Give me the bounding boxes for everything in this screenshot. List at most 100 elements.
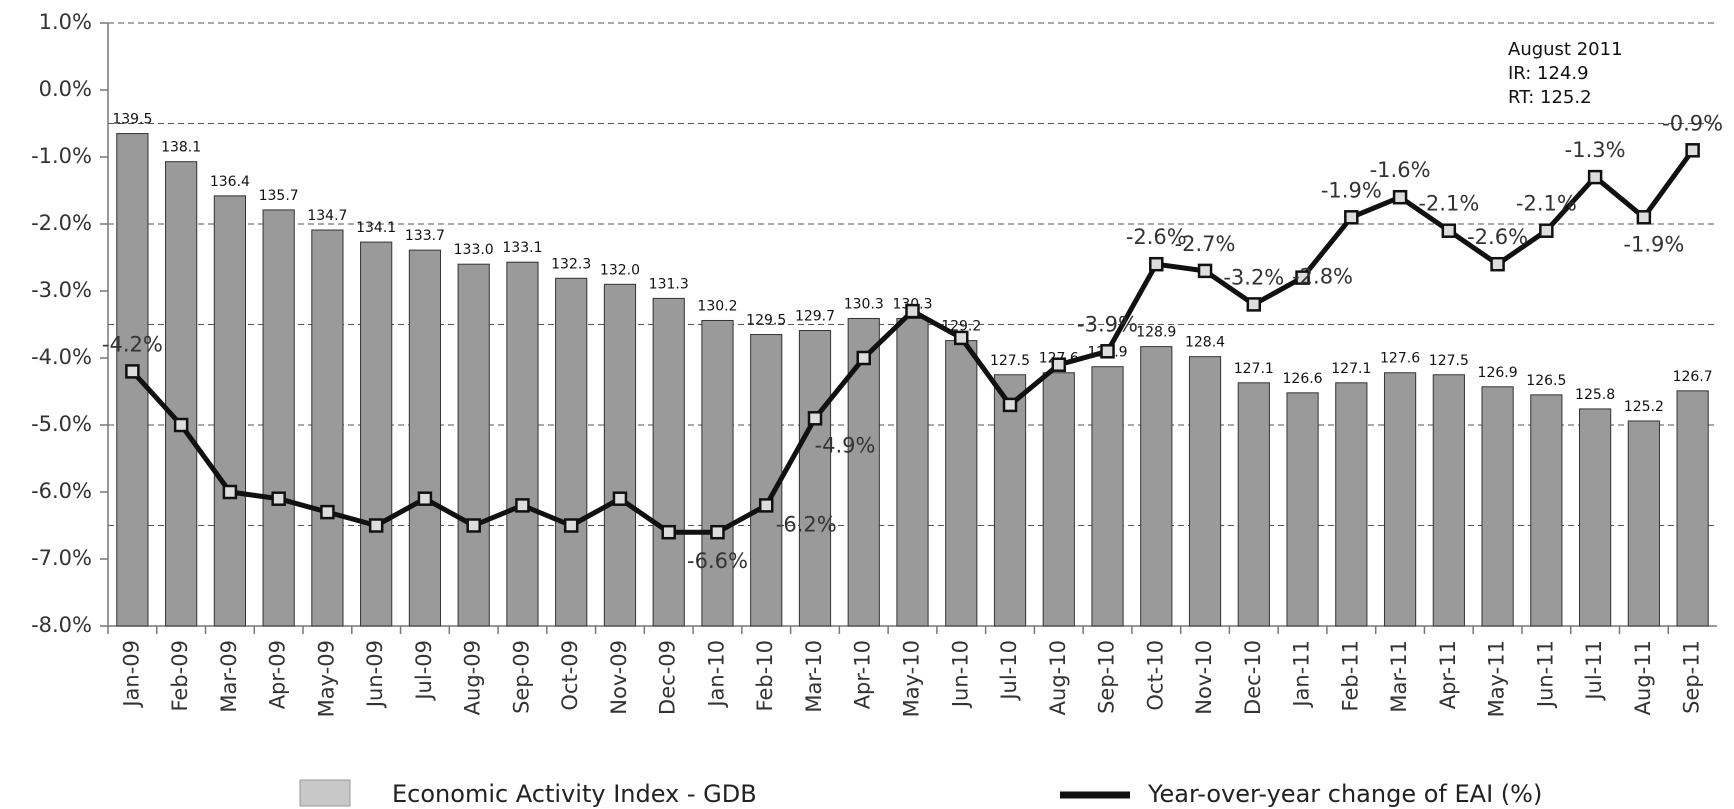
line-marker (125, 364, 140, 379)
bar-value-label: 127.1 (1234, 361, 1274, 377)
y-tick-label: -1.0% (31, 144, 92, 168)
line-value-label: -1.9% (1623, 232, 1684, 256)
line-marker (1441, 223, 1457, 238)
x-tick-label: Jun-11 (1533, 640, 1557, 709)
bar-value-label: 138.1 (161, 140, 201, 156)
y-tick-label: -4.0% (31, 345, 92, 369)
line-marker (758, 498, 774, 513)
x-tick-label: Feb-10 (753, 640, 777, 711)
line-value-label: -1.9% (1321, 178, 1382, 202)
y-tick-label: 0.0% (39, 77, 92, 101)
bar-value-label: 127.1 (1331, 361, 1371, 377)
legend-swatch (299, 779, 351, 807)
bar (1140, 346, 1173, 627)
bar-value-label: 130.2 (697, 298, 737, 314)
x-tick-label: Feb-11 (1338, 640, 1362, 711)
x-tick-label: Oct-10 (1143, 640, 1167, 711)
bar-value-label: 127.6 (1380, 351, 1420, 367)
bar (457, 263, 490, 627)
line-marker (173, 417, 189, 433)
line-value-label: -3.9% (1077, 312, 1138, 336)
bar-value-label: 126.9 (1478, 365, 1518, 381)
bar-value-label: 132.3 (551, 256, 591, 272)
line-marker (710, 524, 725, 540)
legend-label: Year-over-year change of EAI (%) (1147, 780, 1542, 808)
line-marker (1587, 169, 1603, 185)
bar-value-label: 128.9 (1136, 325, 1176, 341)
bar-value-label: 125.2 (1624, 399, 1664, 415)
bar-value-label: 129.7 (795, 309, 835, 325)
x-tick-label: Jun-10 (948, 640, 972, 709)
bar-value-label: 139.5 (112, 112, 152, 128)
x-tick-label: Sep-10 (1095, 640, 1119, 714)
line-marker (368, 518, 384, 533)
x-tick-label: Aug-09 (461, 640, 485, 715)
x-tick-label: Aug-10 (1046, 640, 1070, 715)
line-marker (954, 330, 969, 346)
x-tick-label: Sep-09 (509, 640, 533, 714)
bar (896, 317, 929, 627)
x-tick-label: Apr-11 (1436, 640, 1460, 709)
line-value-label: -6.2% (776, 512, 837, 536)
y-tick-label: -3.0% (31, 278, 92, 302)
x-tick-label: Jul-10 (997, 640, 1021, 702)
bar (1627, 420, 1660, 627)
line-value-label: -2.1% (1418, 192, 1479, 216)
bar (1579, 408, 1612, 627)
x-tick-label: May-09 (314, 640, 338, 717)
x-tick-label: Mar-11 (1387, 640, 1411, 713)
bar (262, 209, 295, 627)
x-tick-label: Feb-09 (168, 640, 192, 711)
x-tick-label: Jan-11 (1290, 640, 1314, 709)
line-value-label: -2.6% (1467, 225, 1528, 249)
bar (945, 340, 978, 627)
bar-value-label: 133.0 (454, 242, 494, 258)
bar (311, 229, 344, 627)
bar-value-label: 126.6 (1283, 371, 1323, 387)
line-value-label: -3.2% (1223, 265, 1284, 289)
x-tick-label: Mar-09 (217, 640, 241, 713)
y-tick-label: 1.0% (39, 10, 92, 34)
annotation: August 2011 (1508, 39, 1623, 60)
line-marker (905, 303, 920, 319)
line-value-label: -2.1% (1516, 192, 1577, 216)
bar-value-label: 131.3 (649, 276, 689, 292)
line-value-label: -2.8% (1292, 265, 1353, 289)
bar (1042, 372, 1075, 627)
bar (1188, 356, 1222, 627)
line-marker (222, 484, 238, 500)
bar-value-label: 133.1 (502, 240, 542, 256)
line-marker (563, 518, 579, 533)
bar-value-label: 128.4 (1185, 335, 1225, 351)
x-tick-label: Oct-09 (558, 640, 582, 711)
line-marker (466, 518, 481, 533)
bar-value-label: 125.8 (1575, 387, 1615, 403)
x-tick-label: Nov-10 (1192, 640, 1216, 715)
y-tick-label: -6.0% (31, 479, 92, 503)
legend-label: Economic Activity Index - GDB (392, 780, 757, 808)
line-marker (1636, 210, 1652, 225)
bar-value-label: 135.7 (259, 188, 299, 204)
y-tick-label: -8.0% (31, 613, 92, 637)
line-marker (417, 491, 433, 506)
x-tick-label: Jul-11 (1582, 640, 1606, 702)
x-tick-label: Dec-09 (656, 640, 680, 715)
bar (1383, 372, 1417, 627)
line-marker (1490, 256, 1505, 272)
bar-value-label: 130.3 (844, 296, 884, 312)
line-marker (1295, 270, 1310, 285)
bar (213, 195, 246, 627)
x-tick-label: May-10 (900, 640, 924, 717)
bar (1432, 374, 1465, 627)
bar-value-label: 129.5 (746, 313, 786, 329)
y-tick-label: -7.0% (31, 546, 92, 570)
x-tick-label: Jan-10 (704, 640, 728, 709)
bar (360, 241, 393, 627)
x-tick-label: Jul-09 (412, 640, 436, 702)
bar (1530, 394, 1563, 627)
line-marker (807, 411, 823, 426)
bar (701, 319, 734, 627)
bar-value-label: 134.1 (356, 220, 396, 236)
line-value-label: -4.2% (102, 332, 163, 356)
line-value-label: -6.6% (687, 549, 748, 573)
